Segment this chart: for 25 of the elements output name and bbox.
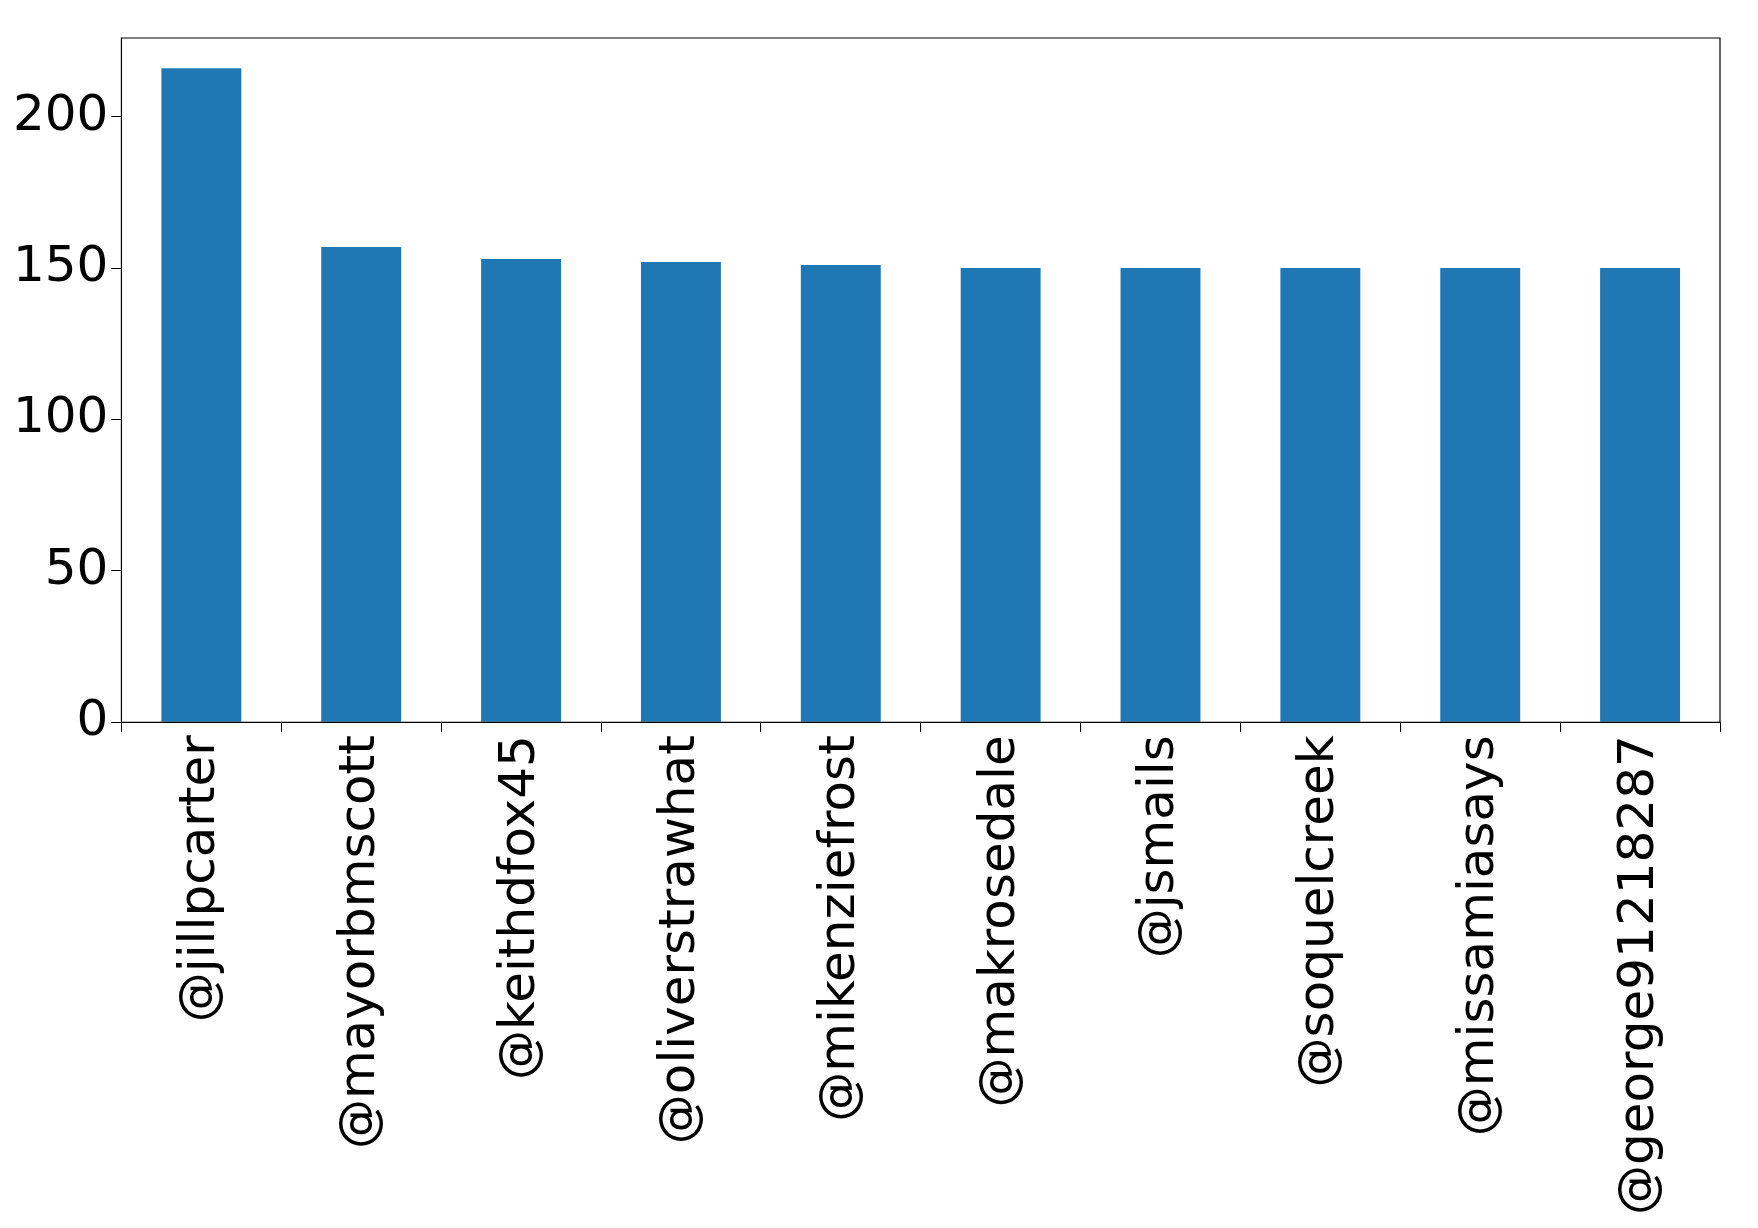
bar — [1440, 268, 1521, 722]
y-tick-label: 200 — [13, 83, 109, 142]
y-tick-label: 150 — [13, 235, 109, 294]
bar — [161, 68, 242, 722]
x-tick-label: @missamiasays — [1447, 735, 1506, 1137]
bar — [1280, 268, 1361, 722]
x-tick-label: @jillpcarter — [168, 734, 227, 1023]
x-tick-label: @keithdfox45 — [488, 735, 547, 1080]
x-tick-label: @george91218287 — [1607, 735, 1666, 1215]
y-tick-label: 0 — [76, 689, 109, 748]
bar — [1120, 268, 1201, 722]
x-tick-label: @jsmails — [1127, 735, 1186, 959]
bar — [800, 265, 881, 722]
y-tick-label: 100 — [13, 386, 109, 445]
bar — [640, 262, 721, 722]
x-tick-label: @makrosedale — [967, 735, 1026, 1108]
bar — [960, 268, 1041, 722]
x-tick-label: @mayorbmscott — [328, 735, 387, 1150]
x-tick-label: @soquelcreek — [1287, 735, 1346, 1088]
bar — [481, 259, 562, 722]
x-tick-label: @oliverstrawhat — [647, 735, 706, 1145]
bar — [321, 246, 402, 722]
y-tick-label: 50 — [44, 537, 109, 596]
x-tick-label: @mikenziefrost — [807, 735, 866, 1122]
bar — [1600, 268, 1681, 722]
